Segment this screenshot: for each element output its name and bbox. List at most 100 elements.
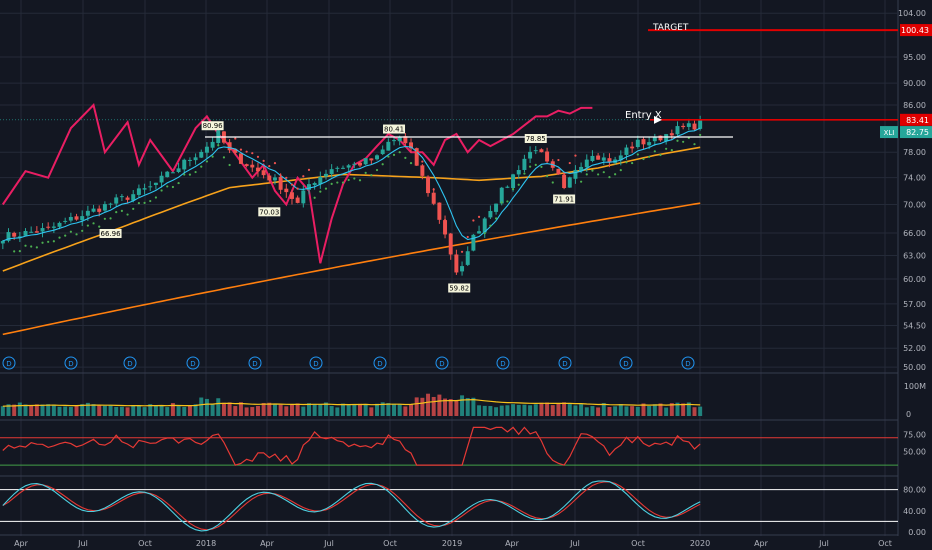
sar-dot [455, 257, 458, 260]
candle-body [250, 164, 255, 168]
sar-dot [443, 219, 447, 222]
volume-bar [284, 406, 289, 416]
volume-bar [409, 404, 414, 416]
volume-bar [420, 397, 425, 416]
volume-bar [148, 404, 153, 416]
sar-dot [319, 190, 322, 193]
volume-bar [664, 407, 669, 416]
candle-body [125, 197, 130, 200]
dividend-marker [123, 356, 137, 370]
volume-bar [136, 405, 141, 416]
sar-dot [228, 163, 231, 167]
volume-bar [187, 405, 192, 416]
volume-bar [97, 405, 102, 416]
candle-body [182, 159, 187, 170]
candle-body [148, 186, 153, 188]
volume-bar [567, 404, 572, 416]
volume-bar [227, 402, 232, 416]
volume-bar [675, 402, 680, 416]
candle-body [272, 177, 277, 181]
sar-dot [217, 144, 220, 147]
candle-body [528, 151, 533, 159]
sar-dot [171, 185, 175, 189]
sar-dot [563, 172, 566, 175]
time-tick-label: Oct [383, 539, 397, 548]
sar-dot [336, 181, 339, 184]
sar-dot [381, 163, 384, 166]
volume-bar [244, 407, 249, 416]
sar-dot [324, 187, 328, 190]
volume-panel[interactable] [0, 393, 703, 416]
sar-dot [568, 161, 571, 165]
candle-body [0, 241, 5, 244]
sar-dot [642, 157, 645, 161]
volume-bar [63, 406, 68, 416]
swing-label-box [99, 228, 122, 238]
sar-dot [358, 179, 362, 182]
volume-bar [335, 407, 340, 416]
sar-dot [517, 183, 520, 186]
candle-body [244, 164, 249, 166]
volume-bar [182, 406, 187, 416]
sar-dot [137, 201, 140, 205]
candle-body [471, 234, 476, 251]
volume-bar [159, 405, 164, 416]
time-tick-label: Oct [631, 539, 645, 548]
price-panel[interactable] [0, 29, 898, 336]
sar-dot [313, 196, 316, 199]
price-tick-label: 50.00 [903, 363, 926, 372]
price-tick-label: 70.00 [903, 201, 926, 210]
volume-bar [204, 398, 209, 416]
sar-dot [58, 236, 61, 239]
volume-bar [74, 405, 79, 416]
time-tick-label: 2018 [196, 539, 216, 548]
volume-bar [392, 403, 397, 416]
price-axis[interactable]: 104.00 95.00 90.00 86.00 78.00 74.00 70.00 66.0… [880, 9, 932, 537]
sar-dot [132, 207, 135, 210]
volume-tick-label: 0 [906, 410, 911, 419]
candle-body [170, 172, 175, 174]
sar-dot [194, 170, 197, 174]
candle-body [295, 197, 300, 203]
volume-bar [499, 405, 504, 416]
volume-bar [443, 398, 448, 416]
candle-body [329, 169, 334, 175]
time-tick-label: Jul [77, 539, 88, 548]
price-tick-label: 60.00 [903, 275, 926, 284]
sar-dot [75, 233, 78, 236]
price-tick-label: 54.50 [903, 321, 926, 330]
target-label: TARGET [652, 23, 689, 33]
sar-dot [307, 168, 311, 171]
candle-body [448, 233, 453, 255]
swing-label: 78.85 [526, 135, 546, 143]
volume-bar [255, 405, 260, 416]
candle-body [652, 136, 657, 142]
swing-label-box [383, 124, 406, 134]
candle-body [618, 155, 623, 161]
sar-dot [460, 250, 464, 253]
time-tick-label: Jul [569, 539, 580, 548]
time-tick-label: Oct [138, 539, 152, 548]
volume-bar [301, 406, 306, 416]
dividend-marker-label: D [127, 360, 132, 368]
rsi-panel[interactable] [0, 426, 898, 466]
stoch-panel[interactable] [0, 480, 898, 532]
volume-bar [477, 405, 482, 416]
candle-body [397, 137, 402, 142]
candle-body [267, 175, 272, 181]
volume-bar [318, 404, 323, 416]
candle-body [153, 182, 158, 185]
candle-body [477, 231, 482, 234]
candle-body [443, 220, 448, 235]
sar-dot [449, 239, 452, 242]
volume-bar [624, 406, 629, 416]
candle-body [630, 146, 635, 149]
price-tick-label: 90.00 [903, 79, 926, 88]
volume-bar [102, 405, 107, 416]
sar-dot [239, 148, 243, 151]
sar-dot [676, 139, 679, 142]
sar-dot [506, 200, 509, 203]
candle-body [346, 165, 351, 168]
time-axis[interactable]: Apr Jul Oct 2018 Apr Jul Oct 2019 Apr Jul Oct 2020 A… [14, 539, 892, 548]
